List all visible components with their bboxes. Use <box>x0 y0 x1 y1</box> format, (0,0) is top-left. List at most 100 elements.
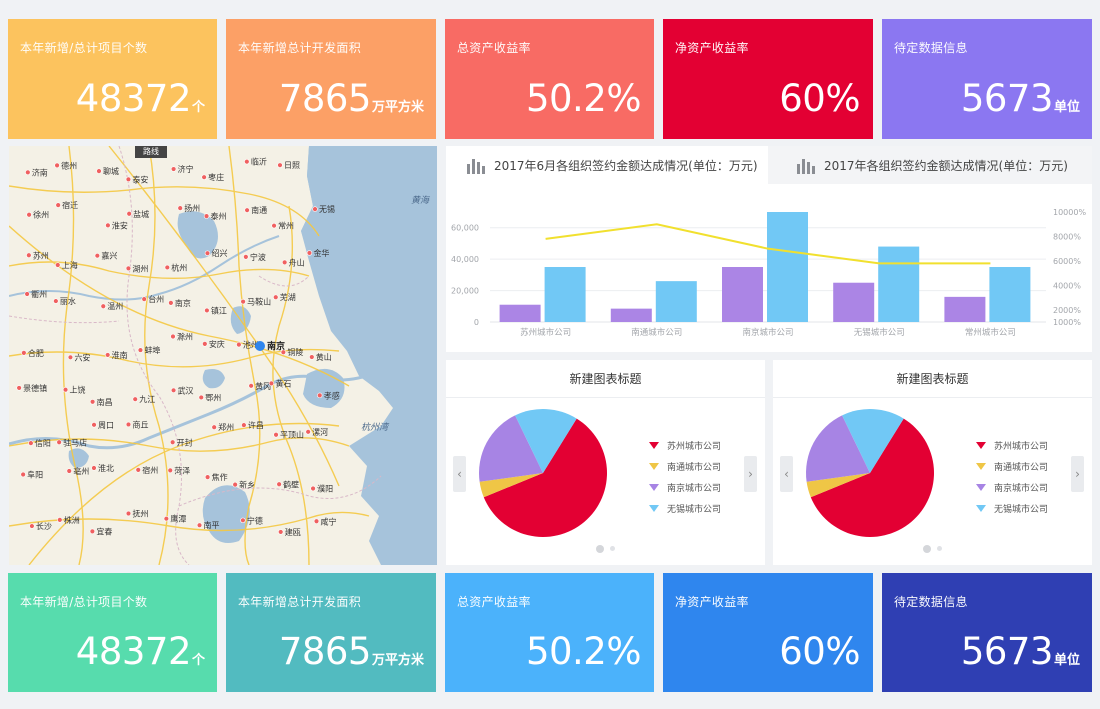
map-city: 舟山 <box>281 257 305 267</box>
map-city: 商丘 <box>125 419 148 429</box>
carousel-prev-button[interactable]: ‹ <box>453 456 466 492</box>
map-road <box>9 185 320 237</box>
carousel-prev-button[interactable]: ‹ <box>780 456 793 492</box>
route-button[interactable]: 路线 <box>135 146 167 158</box>
kpi-label: 待定数据信息 <box>894 41 968 55</box>
tab-year[interactable]: 2017年各组织签约金额达成情况(单位：万元) <box>778 146 1092 184</box>
svg-text:常州: 常州 <box>278 222 294 231</box>
map-city: 长沙 <box>29 521 52 531</box>
map-city: 安庆 <box>202 339 225 349</box>
map-city: 六安 <box>67 352 90 362</box>
y-right-tick-label: 4000% <box>1053 281 1081 290</box>
kpi-card-roe-bottom: 净资产收益率 60% <box>663 573 873 692</box>
svg-text:焦作: 焦作 <box>212 472 228 482</box>
map-city: 池州 <box>236 340 259 350</box>
map-city: 蚌埠 <box>137 345 160 355</box>
carousel-dot[interactable] <box>610 546 615 551</box>
svg-text:盐城: 盐城 <box>133 209 149 219</box>
svg-text:宁波: 宁波 <box>250 252 266 262</box>
x-category-label: 南京城市公司 <box>742 327 793 338</box>
map-city: 宿州 <box>135 465 158 475</box>
kpi-unit: 个 <box>191 100 205 115</box>
tab-june[interactable]: 2017年6月各组织签约金额达成情况(单位：万元) <box>446 146 768 184</box>
legend-item[interactable]: 南通城市公司 <box>976 456 1048 477</box>
map-city: 淮北 <box>91 463 114 473</box>
svg-text:许昌: 许昌 <box>248 420 264 430</box>
bar-series-a <box>833 282 875 322</box>
legend-item[interactable]: 无锡城市公司 <box>976 498 1048 519</box>
map-city: 信阳 <box>28 438 51 448</box>
bar-chart-icon <box>797 159 815 174</box>
map-city: 南昌 <box>89 397 113 407</box>
kpi-card-roa-bottom: 总资产收益率 50.2% <box>445 573 654 692</box>
map-city: 黄石 <box>268 378 291 388</box>
svg-text:温州: 温州 <box>107 302 123 311</box>
svg-text:抚州: 抚州 <box>132 509 148 519</box>
map-city: 日照 <box>277 161 300 170</box>
carousel-next-button[interactable]: › <box>744 456 757 492</box>
carousel-next-button[interactable]: › <box>1071 456 1084 492</box>
legend-item[interactable]: 南通城市公司 <box>649 456 721 477</box>
svg-text:南通: 南通 <box>251 205 267 215</box>
legend-item[interactable]: 南京城市公司 <box>649 477 721 498</box>
map-city: 温州 <box>100 302 123 311</box>
svg-text:新乡: 新乡 <box>239 480 255 490</box>
pie-chart <box>479 409 607 537</box>
svg-text:武汉: 武汉 <box>178 385 194 395</box>
y-left-tick-label: 0 <box>474 318 479 327</box>
map-road <box>62 146 84 565</box>
svg-text:铜陵: 铜陵 <box>287 347 303 357</box>
legend-item[interactable]: 南京城市公司 <box>976 477 1048 498</box>
legend-item[interactable]: 苏州城市公司 <box>649 435 721 456</box>
map-city: 孝感 <box>317 390 340 400</box>
region-map[interactable]: 济南 德州 聊城 泰安 济宁 枣庄 临沂 日照 徐州 宿迁 淮安 盐城 扬州 泰州 南通 常州 无锡 苏州 上海 嘉兴… <box>9 146 437 565</box>
bar-line-chart-panel: 0 20,000 40,000 60,000 1000% 2000% 4000% 6000%… <box>446 184 1092 352</box>
svg-text:宿迁: 宿迁 <box>62 200 78 210</box>
svg-text:阜阳: 阜阳 <box>27 470 43 480</box>
map-city: 黄冈 <box>248 381 271 391</box>
carousel-dot[interactable] <box>937 546 942 551</box>
legend-swatch <box>976 442 986 449</box>
map-city: 金华 <box>306 248 329 258</box>
x-category-label: 无锡城市公司 <box>854 327 905 338</box>
svg-text:南昌: 南昌 <box>97 397 113 407</box>
kpi-value: 48372 <box>75 630 192 673</box>
kpi-label: 本年新增总计开发面积 <box>238 41 362 55</box>
map-city: 开封 <box>169 437 193 447</box>
map-road <box>108 146 340 487</box>
y-right-tick-label: 8000% <box>1053 232 1081 241</box>
svg-text:建瓯: 建瓯 <box>285 527 301 537</box>
svg-text:济宁: 济宁 <box>178 164 194 174</box>
map-city: 焦作 <box>204 472 228 482</box>
map-road <box>272 205 310 565</box>
map-city: 南京 <box>168 298 191 308</box>
map-city: 上饶 <box>62 385 86 395</box>
map-city: 建瓯 <box>278 527 301 537</box>
svg-text:湖州: 湖州 <box>132 264 148 273</box>
map-city: 九江 <box>132 395 155 404</box>
svg-text:景德镇: 景德镇 <box>23 383 47 393</box>
svg-text:德州: 德州 <box>61 160 77 170</box>
location-marker[interactable] <box>255 341 265 351</box>
province-border <box>178 475 382 507</box>
y-right-tick-label: 2000% <box>1053 306 1081 315</box>
svg-text:蚌埠: 蚌埠 <box>144 345 160 355</box>
svg-text:鹰潭: 鹰潭 <box>170 514 186 524</box>
map-city: 衢州 <box>24 289 47 299</box>
kpi-label: 净资产收益率 <box>675 41 749 55</box>
svg-text:嘉兴: 嘉兴 <box>101 251 117 261</box>
svg-text:杭州: 杭州 <box>171 262 187 272</box>
y-right-tick-label: 1000% <box>1053 318 1081 327</box>
legend-item[interactable]: 苏州城市公司 <box>976 435 1048 456</box>
map-city: 泰安 <box>125 174 148 184</box>
map-city: 漯河 <box>305 427 328 437</box>
map-city: 盐城 <box>126 209 149 219</box>
svg-text:濮阳: 濮阳 <box>317 483 333 493</box>
svg-text:安庆: 安庆 <box>209 339 225 349</box>
carousel-dot-active[interactable] <box>923 544 931 553</box>
legend-item[interactable]: 无锡城市公司 <box>649 498 721 519</box>
sea-label: 黄海 <box>411 195 431 206</box>
carousel-dot-active[interactable] <box>596 544 604 553</box>
svg-text:济南: 济南 <box>32 167 48 177</box>
